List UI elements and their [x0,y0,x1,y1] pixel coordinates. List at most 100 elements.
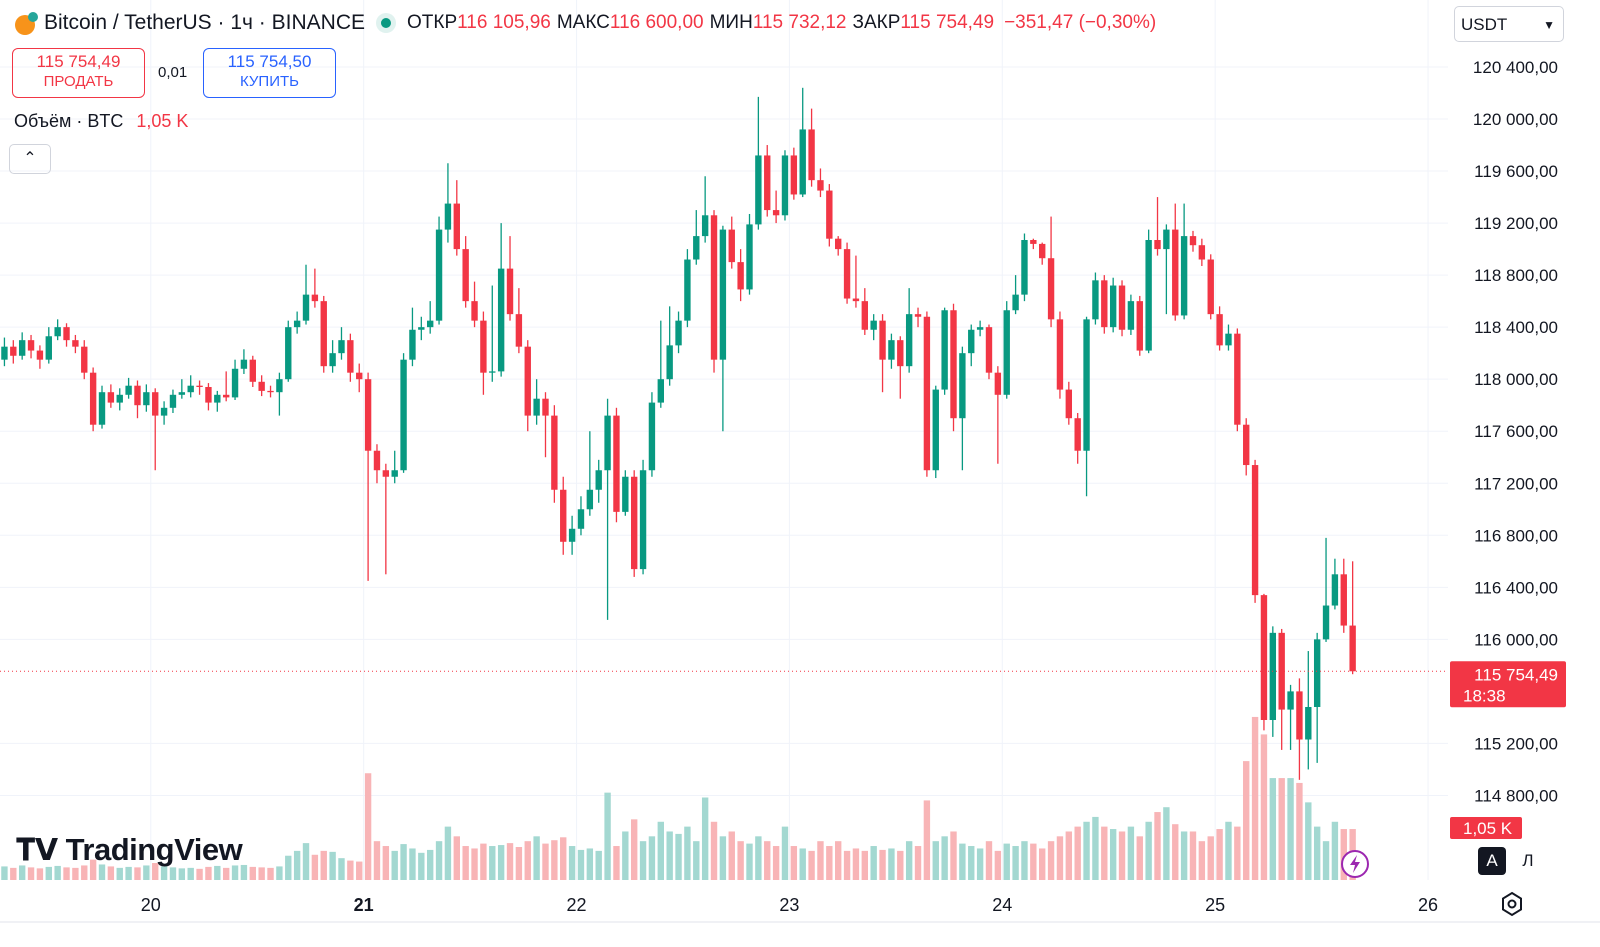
volume-bar [684,826,691,880]
candle-body [1003,310,1010,395]
volume-bar [586,848,594,880]
candle-body [489,371,496,373]
volume-bar [1101,826,1108,880]
candle-body [932,389,939,471]
settings-button[interactable] [1498,890,1526,918]
candle-body [959,353,966,419]
collapse-button[interactable]: ⌃ [9,144,51,174]
volume-bar [285,855,292,880]
high-label: МАКС [556,12,610,33]
x-tick-label: 26 [1418,895,1438,915]
candle-body [152,392,159,416]
candle-body [453,203,460,250]
y-tick-label: 117 200,00 [1474,474,1558,493]
log-button[interactable]: Л [1522,851,1534,870]
candle-body [781,155,789,216]
volume-bar [329,851,336,880]
candle-body [462,249,469,302]
candle-body [373,450,381,471]
x-tick-label: 20 [141,895,161,915]
volume-bar [409,848,416,880]
volume-bar [870,846,877,880]
candle-body [790,155,798,195]
candle-body [693,236,700,260]
candle-body [1021,240,1028,295]
candle-body [506,268,514,315]
volume-bar [187,867,194,880]
y-tick-label: 116 400,00 [1474,578,1558,597]
y-tick-label: 115 200,00 [1474,734,1558,753]
volume-bar [994,850,1002,880]
volume-bar [719,836,727,880]
volume-bar [1154,812,1161,880]
candle-body [1092,280,1099,320]
volume-bar [134,867,141,880]
candle-body [214,394,221,403]
candle-body [870,320,877,330]
candle-body [10,346,17,356]
candle-body [276,379,283,393]
volume-bar [231,865,239,880]
volume-bar [1118,831,1126,880]
candle-body [755,155,762,225]
volume-bar [143,865,150,880]
header: Bitcoin / TetherUS · 1ч · BINANCE ОТКР 11… [12,10,1156,36]
volume-bar [1065,831,1073,880]
btc-icon [15,12,38,35]
volume-bar [852,848,860,880]
volume-bar [364,773,372,880]
volume-bar [311,854,319,880]
volume-bar [205,866,212,880]
volume-value: 1,05 K [136,111,189,131]
candle-body [178,392,186,395]
candle-body [1047,258,1055,320]
candle-body [45,336,52,360]
candle-body [1243,424,1250,466]
candle-body [799,129,806,195]
volume-bar [648,836,656,880]
volume-bar [914,846,922,880]
volume-bar [551,840,558,880]
candle-body [418,327,425,330]
volume-bar [595,850,602,880]
volume-bar [1039,848,1046,880]
candle-body [231,368,239,398]
candle-body [1331,574,1339,606]
volume-bar [506,843,514,880]
candle-body [826,190,833,239]
symbol[interactable]: Bitcoin / TetherUS · 1ч · BINANCE [44,11,365,34]
candle-body [98,392,106,425]
volume-bar [1225,821,1232,880]
volume-bar [1074,826,1081,880]
candle-body [897,340,904,367]
buy-price: 115 754,50 [227,52,312,71]
sell-button[interactable]: 115 754,49 ПРОДАТЬ [12,48,145,98]
candle-body [444,203,452,230]
x-tick-label: 23 [779,895,799,915]
volume-bar [577,849,585,880]
candle-body [551,415,558,490]
candle-body [905,314,913,367]
volume-bar [1305,802,1312,880]
volume-bar [116,867,123,880]
volume-bar [1216,829,1223,880]
candle-body [994,372,1002,395]
buy-button[interactable]: 115 754,50 КУПИТЬ [203,48,336,98]
lightning-button[interactable] [1338,848,1372,880]
volume-bar [737,841,744,880]
currency-select[interactable]: USDT ▼ [1454,6,1564,42]
candle-body [728,229,735,263]
auto-button[interactable]: A [1478,847,1506,875]
candle-body [888,340,895,360]
volume-bar [10,867,17,880]
volume-bar [968,846,975,880]
candle-body [347,340,354,373]
candle-body [746,224,753,290]
y-tick-label: 118 000,00 [1474,370,1558,389]
volume-bar [693,841,700,880]
candle-body [710,215,718,360]
y-tick-label: 118 400,00 [1474,318,1558,337]
volume-bar [1092,816,1099,880]
volume-bar [932,841,939,880]
